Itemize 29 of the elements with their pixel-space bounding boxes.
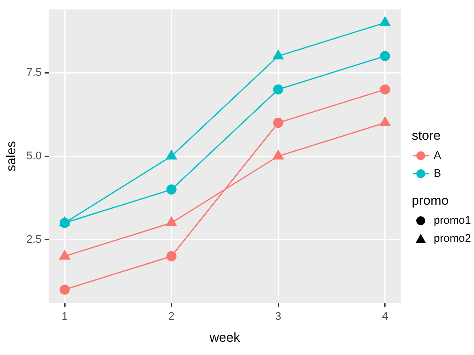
point <box>166 217 178 226</box>
x-tick-label: 4 <box>382 310 388 323</box>
y-axis-title: sales <box>3 140 18 172</box>
point <box>380 16 391 26</box>
point <box>380 116 391 126</box>
point <box>273 50 284 60</box>
point <box>60 250 70 260</box>
point <box>166 184 177 195</box>
x-tick-label: 2 <box>168 310 175 323</box>
point <box>273 150 284 160</box>
point <box>166 251 177 262</box>
x-axis-title: week <box>208 330 241 345</box>
x-tick-label: 1 <box>62 310 68 323</box>
text: promo <box>412 193 450 208</box>
y-tick-label: 5.0 <box>26 150 42 162</box>
point <box>273 118 284 128</box>
text: promo1 <box>434 215 472 227</box>
legend-label: A <box>434 150 442 162</box>
point <box>380 84 390 95</box>
y-tick-label: 2.5 <box>26 234 42 246</box>
point <box>60 284 70 295</box>
point <box>380 51 390 62</box>
point <box>166 150 178 160</box>
point <box>273 84 284 95</box>
text: promo2 <box>434 233 472 245</box>
x-tick-label: 3 <box>275 310 282 323</box>
y-tick-label: 7.5 <box>26 67 42 80</box>
legend-label: B <box>434 168 442 180</box>
legend-title: store <box>412 128 442 143</box>
